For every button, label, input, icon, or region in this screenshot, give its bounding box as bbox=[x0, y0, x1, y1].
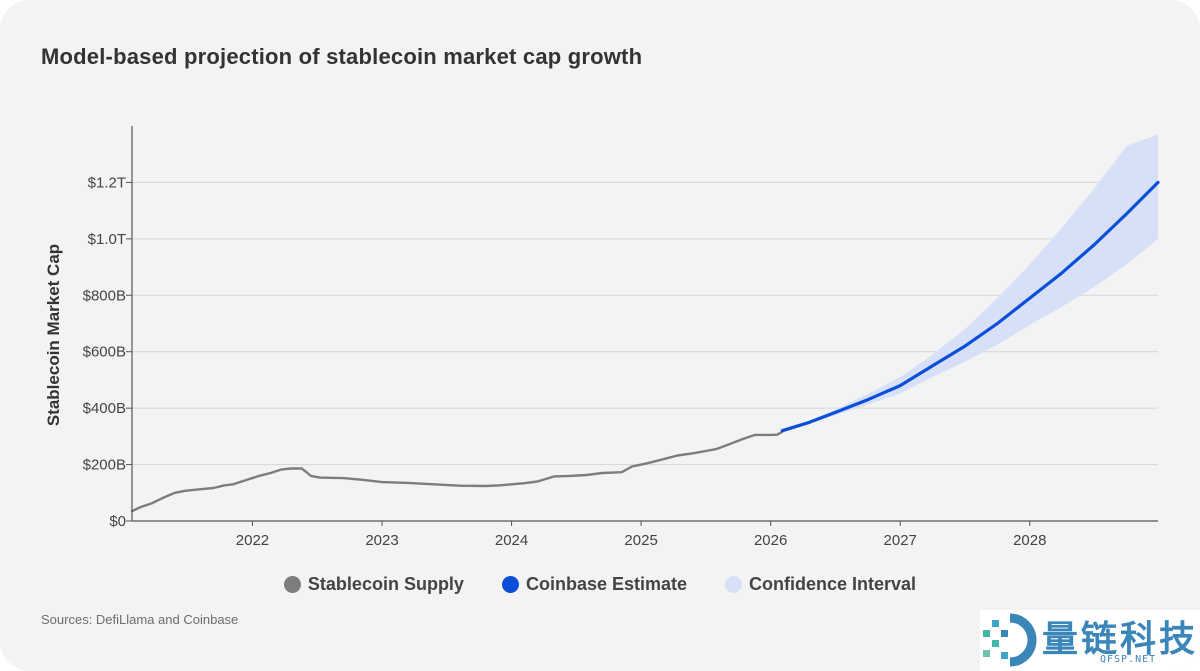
y-tick-label: $400B bbox=[83, 400, 126, 417]
y-tick-label: $1.0T bbox=[88, 231, 126, 248]
legend: Stablecoin Supply Coinbase Estimate Conf… bbox=[0, 574, 1200, 595]
y-tick-label: $1.2T bbox=[88, 174, 126, 191]
legend-item-supply: Stablecoin Supply bbox=[283, 574, 464, 595]
legend-item-confidence: Confidence Interval bbox=[725, 574, 916, 595]
x-tick-label: 2025 bbox=[624, 532, 657, 549]
x-tick-labels: 2022 2023 2024 2025 2026 2027 2028 bbox=[236, 532, 1047, 549]
legend-label-estimate: Coinbase Estimate bbox=[525, 574, 688, 594]
chart-title: Model-based projection of stablecoin mar… bbox=[41, 44, 643, 69]
legend-swatch-confidence bbox=[725, 576, 743, 593]
y-tick-labels: $0 $200B $400B $600B $800B $1.0T $1.2T bbox=[83, 174, 126, 530]
series-lines bbox=[130, 180, 1160, 513]
x-tick-label: 2024 bbox=[495, 532, 528, 549]
x-tick-label: 2023 bbox=[365, 532, 398, 549]
watermark-text: 量链科技 bbox=[1042, 619, 1199, 660]
legend-label-supply: Stablecoin Supply bbox=[307, 574, 464, 594]
confidence-interval-band bbox=[782, 134, 1158, 432]
series-line-stablecoin-supply bbox=[130, 430, 784, 513]
legend-label-confidence: Confidence Interval bbox=[749, 574, 917, 594]
y-tick-label: $600B bbox=[83, 344, 126, 361]
sources-note: Sources: DefiLlama and Coinbase bbox=[41, 612, 239, 627]
gridlines bbox=[132, 181, 1158, 466]
x-tick-label: 2028 bbox=[1013, 532, 1046, 549]
x-tick-label: 2026 bbox=[754, 532, 787, 549]
legend-swatch-estimate bbox=[501, 576, 519, 593]
legend-item-estimate: Coinbase Estimate bbox=[501, 574, 688, 595]
axes bbox=[126, 126, 1158, 526]
watermark-logo-icon bbox=[983, 613, 1037, 667]
watermark-subtext: QFSP.NET bbox=[1100, 654, 1157, 665]
legend-swatch-supply bbox=[283, 576, 301, 593]
series-line-coinbase-estimate bbox=[780, 180, 1160, 433]
y-axis-label: Stablecoin Market Cap bbox=[44, 244, 63, 426]
x-tick-label: 2027 bbox=[884, 532, 917, 549]
confidence-band-layer bbox=[782, 134, 1158, 432]
y-tick-label: $200B bbox=[83, 457, 126, 474]
y-tick-label: $800B bbox=[83, 287, 126, 304]
line-chart: $0$200B$400B$600B$800B$1.0T$1.2T 2022 202… bbox=[44, 126, 1160, 549]
y-tick-label: $0 bbox=[109, 513, 126, 530]
x-tick-label: 2022 bbox=[236, 532, 269, 549]
watermark: 量链科技 QFSP.NET bbox=[980, 610, 1200, 671]
